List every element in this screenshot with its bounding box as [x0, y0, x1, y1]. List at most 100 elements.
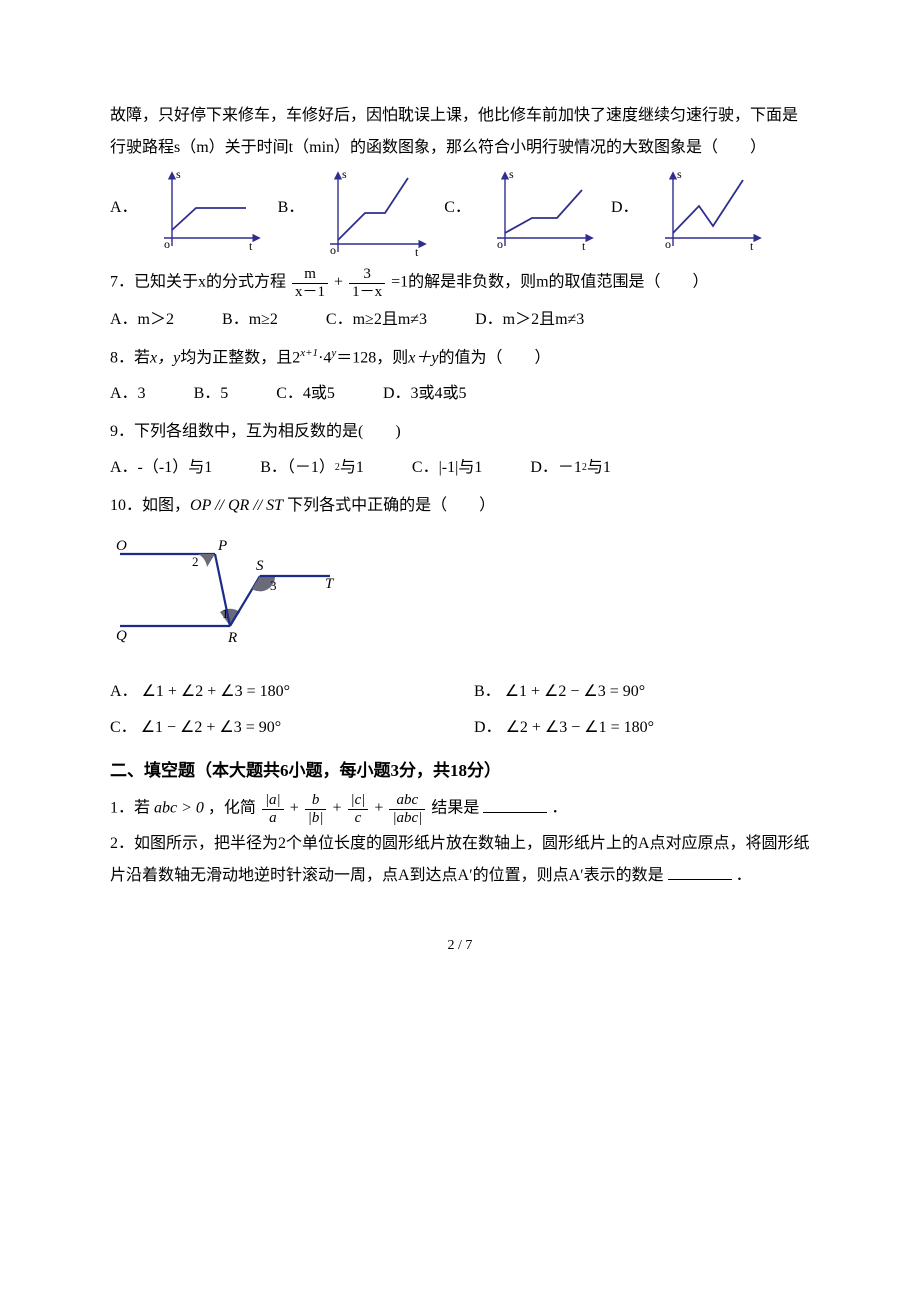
q10-post: 下列各式中正确的是（ ） — [283, 497, 495, 514]
q9-opt-c: C．|-1|与1 — [412, 452, 482, 484]
svg-text:s: s — [176, 168, 181, 181]
q9-opt-b: B．（－1）2与1 — [260, 452, 364, 484]
q9-stem: 9．下列各组数中，互为相反数的是( ) — [110, 416, 810, 448]
q10-parallel: OP // QR // ST — [190, 497, 283, 514]
s2q1-f1n: |a| — [262, 792, 284, 809]
q7-frac1-den: x－1 — [292, 283, 328, 301]
q10-diagram: O P S T Q R 618 2 1 3 — [110, 530, 340, 650]
q7-frac1-num: m — [292, 266, 328, 283]
svg-text:o: o — [164, 237, 170, 251]
q7-frac2-num: 3 — [349, 266, 385, 283]
s2q1-period: ． — [551, 800, 567, 817]
s2q1-pre: 1．若 — [110, 800, 150, 817]
q8-suffix: 的值为（ ） — [439, 349, 551, 366]
q6-graph-row: A． s o t B． s o t C． — [110, 168, 810, 258]
q7-frac2: 3 1－x — [349, 266, 385, 300]
svg-text:1: 1 — [222, 606, 229, 621]
s2q2-blank[interactable] — [668, 863, 732, 880]
s2q2-period: ． — [736, 867, 752, 884]
q10-options-row2: C． ∠1 − ∠2 + ∠3 = 90° D． ∠2 + ∠3 − ∠1 = … — [110, 712, 810, 744]
s2q1-f4d: |abc| — [389, 809, 425, 827]
svg-text:t: t — [582, 239, 586, 253]
q8-opt-b: B．5 — [194, 378, 229, 410]
q9-b-post: 与1 — [340, 452, 364, 484]
s2q1-f1d: a — [262, 809, 284, 827]
q8-mid2: ＝128，则 — [336, 349, 408, 366]
q10-opt-d: D． ∠2 + ∠3 − ∠1 = 180° — [474, 712, 810, 744]
q10-pre: 10．如图， — [110, 497, 190, 514]
q10-d-eq: ∠2 + ∠3 − ∠1 = 180° — [506, 719, 655, 736]
s2q1-blank[interactable] — [483, 796, 547, 813]
q6-opt-d-label: D． — [611, 192, 639, 224]
s2q1-f4: abc |abc| — [389, 792, 425, 826]
svg-text:s: s — [509, 168, 514, 181]
q7-opt-b: B．m≥2 — [222, 304, 278, 336]
svg-text:O: O — [116, 538, 127, 554]
q8-exp1: x+1 — [300, 347, 318, 359]
s2q1-post: 结果是 — [431, 800, 479, 817]
svg-text:R: R — [227, 630, 237, 646]
q8-options: A．3 B．5 C．4或5 D．3或4或5 — [110, 378, 810, 410]
svg-text:s: s — [677, 168, 682, 181]
svg-text:S: S — [256, 558, 264, 574]
svg-text:T: T — [325, 576, 335, 592]
q7-opt-c: C．m≥2且m≠3 — [326, 304, 427, 336]
q10-b-eq: ∠1 + ∠2 − ∠3 = 90° — [505, 683, 646, 700]
q9-b-pre: B．（－1） — [260, 452, 335, 484]
section2-title: 二、填空题（本大题共6小题，每小题3分，共18分） — [110, 754, 810, 788]
q6-graph-c: s o t — [487, 168, 597, 258]
q10-stem: 10．如图，OP // QR // ST 下列各式中正确的是（ ） — [110, 490, 810, 522]
q6-intro: 故障，只好停下来修车，车修好后，因怕耽误上课，他比修车前加快了速度继续匀速行驶，… — [110, 100, 810, 164]
svg-text:t: t — [750, 239, 754, 253]
q7-suffix: =1的解是非负数，则m的取值范围是（ ） — [391, 274, 708, 291]
q10-d-label: D． — [474, 719, 502, 736]
q9-d-post: 与1 — [587, 452, 611, 484]
q8-mid1: 均为正整数，且2 — [180, 349, 300, 366]
q8-opt-d: D．3或4或5 — [383, 378, 467, 410]
q7-frac2-den: 1－x — [349, 283, 385, 301]
s2q2-stem: 2．如图所示，把半径为2个单位长度的圆形纸片放在数轴上，圆形纸片上的A点对应原点… — [110, 828, 810, 892]
q10-opt-a: A． ∠1 + ∠2 + ∠3 = 180° — [110, 676, 446, 708]
svg-text:s: s — [342, 168, 347, 181]
q7-options: A．m＞2 B．m≥2 C．m≥2且m≠3 D．m＞2且m≠3 — [110, 304, 810, 336]
q7-frac1: m x－1 — [292, 266, 328, 300]
q6-opt-b-label: B． — [278, 192, 305, 224]
q10-c-label: C． — [110, 719, 137, 736]
q8-pre: 8．若 — [110, 349, 150, 366]
q9-opt-d: D．－12与1 — [530, 452, 611, 484]
svg-text:Q: Q — [116, 628, 127, 644]
q7-opt-a: A．m＞2 — [110, 304, 174, 336]
s2q1-f3d: c — [348, 809, 369, 827]
s2q1-f2n: b — [305, 792, 327, 809]
q8-stem: 8．若x，y均为正整数，且2x+1·4y＝128，则x＋y的值为（ ） — [110, 342, 810, 374]
page-number: 2 / 7 — [110, 932, 810, 960]
q8-opt-c: C．4或5 — [276, 378, 335, 410]
q9-options: A．-（-1）与1 B．（－1）2与1 C．|-1|与1 D．－12与1 — [110, 452, 810, 484]
q8-opt-a: A．3 — [110, 378, 146, 410]
q6-opt-a-label: A． — [110, 192, 138, 224]
s2q1-f4n: abc — [389, 792, 425, 809]
svg-text:o: o — [497, 237, 503, 251]
q10-a-eq: ∠1 + ∠2 + ∠3 = 180° — [142, 683, 291, 700]
s2q1-f3n: |c| — [348, 792, 369, 809]
q7-opt-d: D．m＞2且m≠3 — [475, 304, 584, 336]
s2q1-stem: 1．若 abc > 0 ，化简 |a| a + b |b| + |c| c + … — [110, 792, 810, 826]
svg-text:o: o — [330, 243, 336, 257]
svg-text:o: o — [665, 237, 671, 251]
svg-text:3: 3 — [270, 578, 277, 593]
q8-xplusy: x＋y — [408, 349, 438, 366]
q10-c-eq: ∠1 − ∠2 + ∠3 = 90° — [141, 719, 282, 736]
q7-prefix: 7．已知关于x的分式方程 — [110, 274, 286, 291]
q9-d-pre: D．－1 — [530, 452, 582, 484]
q7-plus: + — [334, 274, 343, 291]
svg-text:t: t — [249, 239, 253, 253]
s2q1-cond: abc > 0 — [154, 800, 204, 817]
s2q1-f3: |c| c — [348, 792, 369, 826]
s2q1-f2d: |b| — [305, 809, 327, 827]
q7-stem: 7．已知关于x的分式方程 m x－1 + 3 1－x =1的解是非负数，则m的取… — [110, 266, 810, 300]
q8-dot: ·4 — [318, 349, 331, 366]
q10-options-row1: A． ∠1 + ∠2 + ∠3 = 180° B． ∠1 + ∠2 − ∠3 =… — [110, 676, 810, 708]
svg-text:2: 2 — [192, 554, 199, 569]
q6-graph-d: s o t — [655, 168, 765, 258]
q6-graph-b: s o t — [320, 168, 430, 258]
